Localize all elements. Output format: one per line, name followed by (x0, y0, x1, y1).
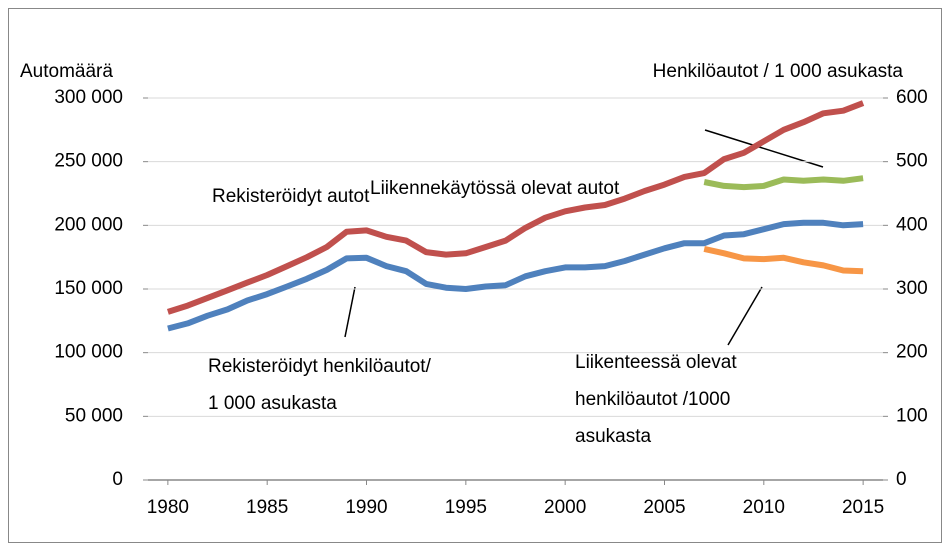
y-tick-label: 100 000 (54, 342, 123, 363)
series-line (703, 175, 864, 191)
y-tick-label: 200 000 (54, 214, 123, 235)
series-line (166, 100, 865, 315)
y2-axis-label: Henkilöautot / 1 000 asukasta (653, 61, 904, 82)
leader-line (344, 286, 356, 338)
y2-tick-label: 500 (896, 151, 928, 172)
x-tick-label: 1995 (445, 497, 487, 518)
series-label: Liikenteessä olevat henkilöautot /1000 a… (575, 352, 737, 447)
y2-tick-label: 100 (896, 405, 928, 426)
x-tick-label: 2000 (544, 497, 586, 518)
chart-border (8, 8, 942, 543)
y-tick-label: 0 (112, 469, 123, 490)
y-tick-label: 150 000 (54, 278, 123, 299)
y2-tick-label: 0 (896, 469, 907, 490)
series-line (703, 245, 864, 275)
x-tick-label: 1990 (345, 497, 387, 518)
y2-tick-label: 600 (896, 87, 928, 108)
x-tick-label: 2005 (643, 497, 685, 518)
y2-tick-label: 400 (896, 214, 928, 235)
leader-line (727, 286, 763, 346)
y2-tick-label: 300 (896, 278, 928, 299)
y2-tick-label: 200 (896, 342, 928, 363)
series-label: Rekisteröidyt autot (212, 186, 370, 207)
y-tick-label: 50 000 (65, 405, 123, 426)
x-tick-label: 1985 (246, 497, 288, 518)
y-tick-label: 300 000 (54, 87, 123, 108)
leader-line (704, 129, 824, 168)
x-tick-label: 2010 (743, 497, 785, 518)
series-line (167, 219, 864, 332)
y-axis-label: Automäärä (20, 61, 113, 82)
series-label: Liikennekäytössä olevat autot (370, 178, 620, 199)
series-label: Rekisteröidyt henkilöautot/ 1 000 asukas… (208, 356, 431, 414)
y-tick-label: 250 000 (54, 151, 123, 172)
x-tick-label: 1980 (147, 497, 189, 518)
x-tick-label: 2015 (842, 497, 884, 518)
